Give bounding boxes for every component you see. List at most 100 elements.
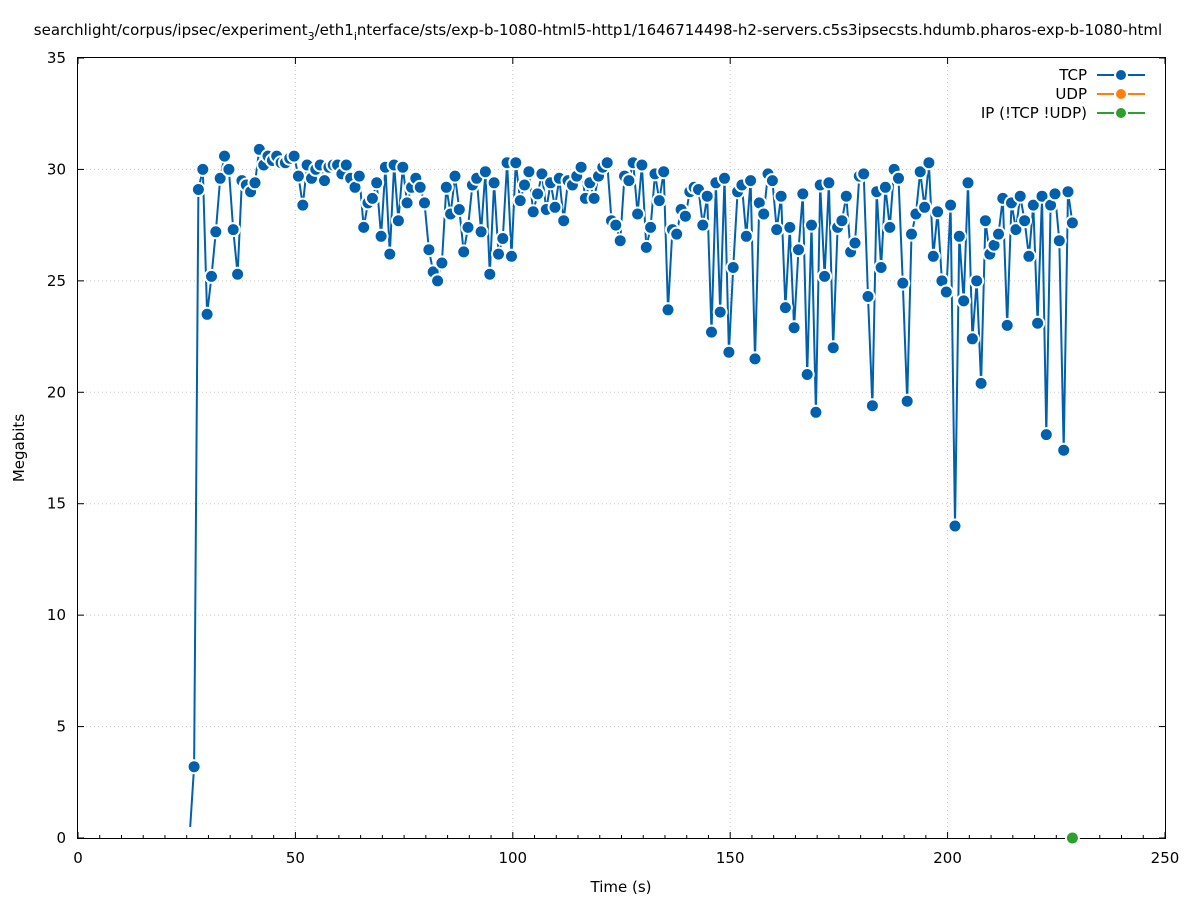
data-point	[956, 293, 972, 309]
data-point	[612, 233, 628, 249]
data-point	[634, 157, 650, 173]
data-point	[991, 226, 1006, 242]
data-point	[834, 213, 850, 229]
data-point	[677, 208, 693, 224]
data-point	[608, 217, 624, 233]
data-point	[712, 304, 728, 320]
axis-ticks: 0 50 100 150 200 250 0 5 10 15 20 25 30 35	[47, 49, 1179, 867]
data-point	[217, 148, 232, 164]
data-point	[247, 175, 263, 191]
data-point	[460, 219, 476, 235]
data-point	[1021, 248, 1037, 264]
data-point	[482, 266, 498, 282]
data-point	[973, 375, 989, 391]
data-point	[660, 302, 676, 318]
data-point	[1038, 427, 1054, 443]
data-point	[1047, 186, 1063, 202]
data-point	[873, 260, 889, 275]
data-point	[204, 268, 219, 284]
data-point	[764, 173, 780, 189]
data-point	[977, 213, 993, 229]
data-point	[791, 242, 806, 258]
data-point	[999, 317, 1015, 333]
data-point	[947, 518, 963, 534]
data-point	[286, 148, 302, 164]
data-point	[877, 179, 893, 195]
data-point	[921, 155, 937, 171]
legend-marker	[1114, 87, 1128, 101]
data-point	[517, 177, 532, 193]
legend-label: UDP	[1055, 85, 1087, 103]
data-point	[621, 173, 637, 189]
data-point	[486, 175, 502, 191]
data-point	[586, 190, 602, 206]
data-point	[434, 255, 450, 271]
data-point	[786, 320, 802, 336]
data-point	[208, 224, 224, 240]
data-point	[451, 202, 467, 217]
data-point	[199, 306, 215, 322]
x-tick-label: 100	[498, 849, 527, 867]
data-point	[573, 159, 589, 175]
legend-label: IP (!TCP !UDP)	[981, 104, 1087, 122]
y-tick-label: 30	[47, 160, 66, 178]
plot-border	[77, 57, 1166, 839]
data-point	[1064, 215, 1080, 231]
data-point	[382, 246, 398, 262]
data-point	[512, 193, 528, 209]
data-point	[951, 228, 967, 244]
data-point	[643, 219, 659, 235]
data-point	[795, 186, 811, 202]
data-point	[190, 182, 206, 197]
data-point	[212, 170, 228, 186]
chart-title: searchlight/corpus/ipsec/experiment3/eth…	[34, 21, 1162, 43]
y-tick-label: 15	[47, 495, 66, 513]
data-point	[395, 159, 411, 175]
series-2	[1064, 830, 1080, 846]
data-point	[556, 213, 572, 229]
data-point	[1025, 197, 1041, 213]
data-point	[495, 231, 511, 246]
data-point	[938, 284, 954, 300]
data-point	[438, 179, 454, 195]
data-point	[447, 168, 463, 184]
data-point	[525, 204, 541, 220]
data-point	[599, 155, 615, 171]
data-point	[364, 190, 380, 206]
data-point	[225, 222, 241, 238]
y-axis-label: Megabits	[10, 414, 28, 482]
data-point	[369, 175, 385, 191]
data-point	[747, 351, 763, 367]
data-point	[477, 164, 493, 180]
data-point	[230, 266, 246, 282]
x-tick-label: 50	[286, 849, 305, 867]
data-point	[925, 248, 941, 264]
data-point	[651, 193, 667, 209]
y-tick-label: 10	[47, 606, 66, 624]
data-point	[891, 170, 906, 186]
data-point	[930, 204, 946, 220]
series-0	[186, 141, 1080, 827]
data-point	[773, 188, 789, 204]
y-tick-label: 35	[47, 49, 66, 67]
y-tick-label: 25	[47, 272, 66, 290]
data-point	[769, 222, 785, 238]
data-point	[856, 166, 872, 182]
data-point	[290, 168, 306, 184]
data-point	[821, 175, 837, 191]
y-tick-label: 5	[56, 718, 66, 736]
data-point	[656, 164, 672, 180]
x-axis-label: Time (s)	[590, 878, 652, 896]
data-point	[317, 173, 332, 189]
data-point	[777, 300, 793, 316]
data-point	[804, 217, 819, 233]
data-point	[738, 228, 754, 244]
data-point	[808, 404, 824, 420]
data-point	[638, 239, 654, 255]
data-point	[1030, 315, 1046, 331]
data-point	[669, 226, 685, 242]
data-point	[1060, 184, 1076, 200]
x-tick-label: 200	[933, 849, 962, 867]
data-point	[530, 186, 546, 202]
